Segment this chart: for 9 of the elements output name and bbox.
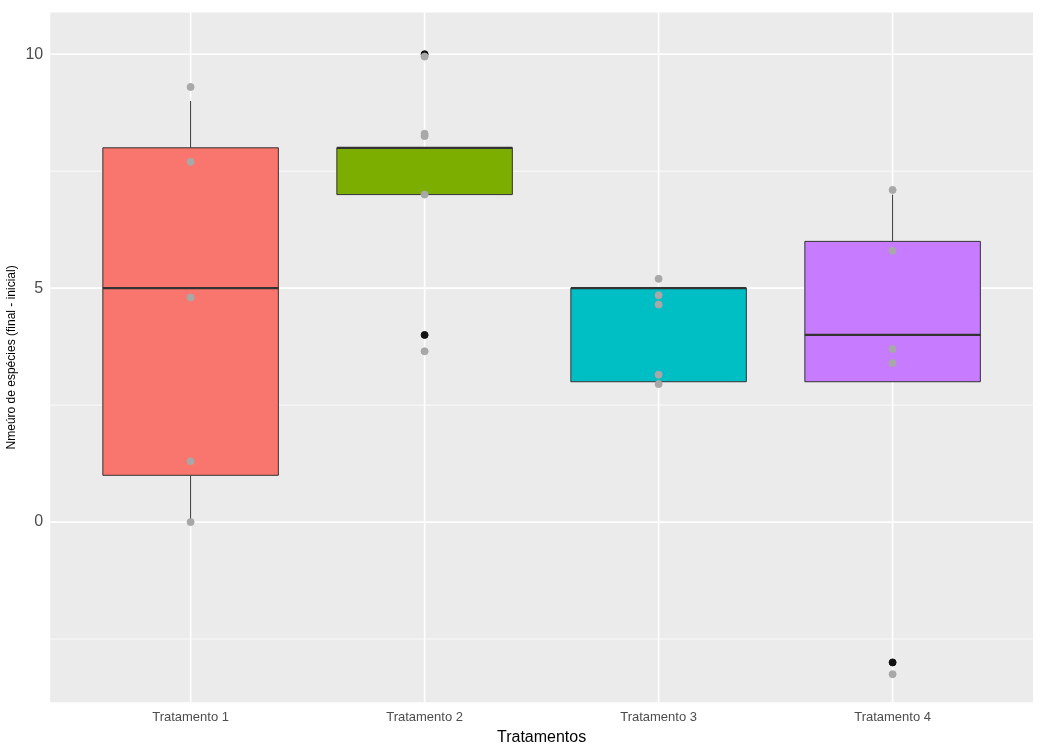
x-tick-label: Tratamento 2 (386, 708, 464, 724)
x-tick-label: Tratamento 1 (152, 708, 230, 724)
x-axis-title: Tratamentos (496, 727, 587, 745)
y-axis-title: Nmeúro de espécies (final - inicial) (3, 265, 18, 450)
y-tick-label: 10 (25, 44, 44, 62)
y-tick-label: 0 (34, 512, 44, 530)
x-tick-label: Tratamento 3 (620, 708, 698, 724)
y-tick-label: 5 (34, 278, 44, 296)
x-tick-label: Tratamento 4 (854, 708, 932, 724)
